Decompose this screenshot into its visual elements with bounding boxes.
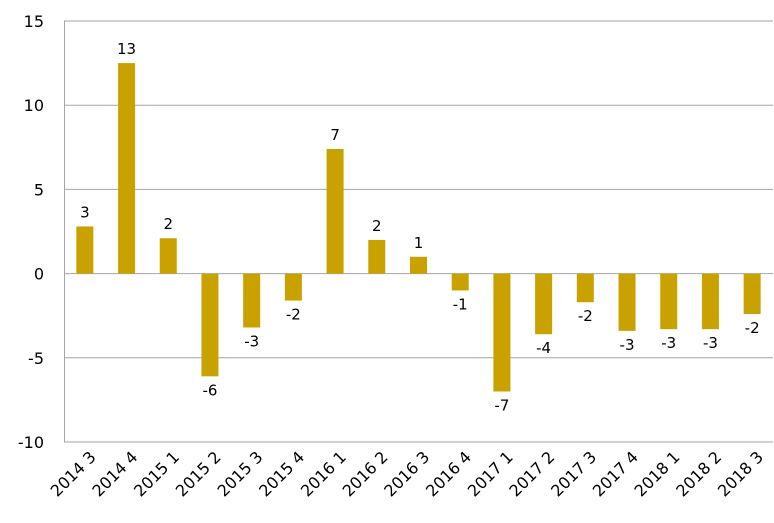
x-tick-label: 2017 2: [505, 447, 558, 500]
x-tick-label: 2017 1: [464, 447, 517, 500]
x-tick-label: 2016 3: [380, 447, 433, 500]
bar: [535, 273, 553, 335]
data-label: -3: [620, 336, 635, 354]
x-tick-label: 2018 3: [714, 447, 767, 500]
data-label: 1: [414, 234, 424, 252]
data-label: 2: [372, 217, 382, 235]
data-label: 3: [80, 203, 90, 221]
bar: [493, 273, 511, 392]
x-tick-label: 2018 2: [672, 447, 725, 500]
x-tick-label: 2018 1: [631, 447, 684, 500]
data-label: -3: [703, 334, 718, 352]
x-tick-label: 2017 3: [547, 447, 600, 500]
y-tick-label: 10: [24, 96, 44, 115]
data-label: -4: [536, 339, 551, 357]
data-label: -3: [244, 332, 259, 350]
x-tick-label: 2015 4: [255, 447, 308, 500]
y-tick-label: 5: [34, 180, 44, 199]
x-tick-label: 2016 4: [422, 447, 475, 500]
bar: [660, 273, 678, 330]
bar: [326, 148, 344, 274]
bar: [201, 273, 219, 377]
bar: [76, 226, 94, 274]
y-tick-label: -10: [18, 433, 44, 452]
bar: [284, 273, 302, 301]
x-tick-label: 2014 4: [88, 447, 141, 500]
y-tick-label: 0: [34, 265, 44, 284]
bar: [243, 273, 261, 328]
data-label: -1: [453, 295, 468, 313]
x-tick-label: 2015 2: [172, 447, 225, 500]
y-axis-tick-labels: -10 -5 0 5 10 15: [18, 12, 44, 452]
bar: [618, 273, 636, 331]
bar: [743, 273, 761, 315]
bar: [701, 273, 719, 330]
data-label: -2: [578, 307, 593, 325]
bar: [368, 239, 386, 274]
bar: [451, 273, 469, 291]
x-tick-label: 2016 1: [297, 447, 350, 500]
data-label: -6: [202, 381, 217, 399]
bar: [118, 63, 136, 274]
data-labels: 3 13 2 -6 -3 -2 7 2 1 -1 -7 -4 -2 -3 -3 -3 -2: [80, 40, 760, 414]
bar: [159, 238, 177, 274]
data-label: -2: [745, 319, 760, 337]
x-tick-label: 2016 2: [339, 447, 392, 500]
data-label: -3: [661, 334, 676, 352]
data-label: 13: [117, 40, 136, 58]
y-tick-label: -5: [28, 349, 44, 368]
x-tick-label: 2014 3: [47, 447, 100, 500]
data-label: 2: [163, 215, 173, 233]
x-tick-label: 2015 1: [130, 447, 183, 500]
bar: [576, 273, 594, 303]
data-label: 7: [330, 126, 340, 144]
y-tick-label: 15: [24, 12, 44, 31]
x-tick-label: 2017 4: [589, 447, 642, 500]
data-label: -7: [494, 396, 509, 414]
data-label: -2: [286, 306, 301, 324]
bars: [76, 63, 761, 392]
x-tick-label: 2015 3: [213, 447, 266, 500]
bar: [410, 256, 427, 274]
